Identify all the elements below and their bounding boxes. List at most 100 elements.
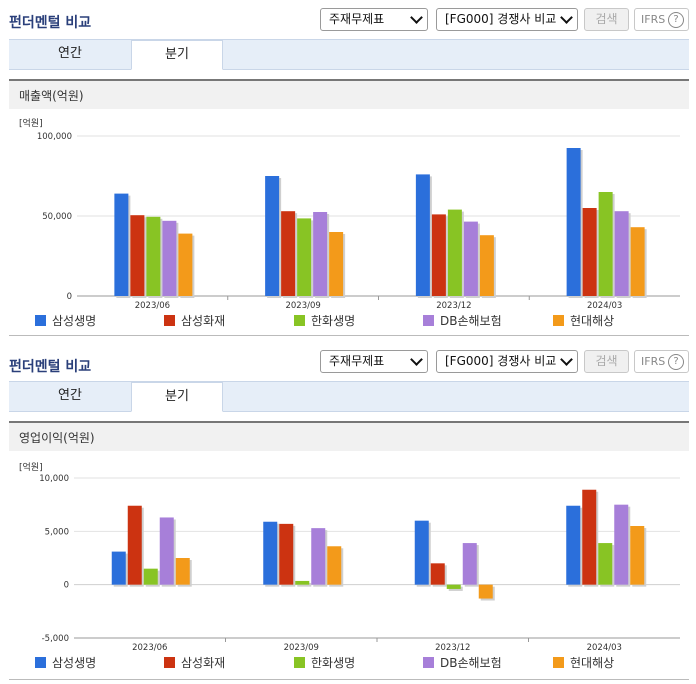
y-tick-label: -5,000 [42,634,69,644]
legend-label: DB손해보험 [440,656,502,670]
legend-item[interactable]: 삼성화재 [164,312,225,329]
tab-quarterly[interactable]: 분기 [131,40,223,70]
legend-swatch [294,315,305,326]
chart-legend: 삼성생명 삼성화재 한화생명 DB손해보험 현대해상 [0,654,696,670]
bar [162,220,177,296]
help-icon[interactable]: ? [668,354,684,370]
bar [414,520,429,585]
bar [430,563,445,585]
legend-item[interactable]: DB손해보험 [423,312,502,329]
legend-item[interactable]: 한화생명 [294,312,355,329]
bar [178,233,193,296]
legend-item[interactable]: 삼성화재 [164,654,225,671]
legend-swatch [35,657,46,668]
period-tabs: 연간 분기 [9,381,689,412]
legend-label: 현대해상 [570,656,615,670]
statement-type-value: 주재무제표 [329,354,385,368]
section-header: 영업이익(억원) [9,421,689,451]
legend-item[interactable]: 현대해상 [553,654,614,671]
statement-type-select[interactable]: 주재무제표 [320,8,428,31]
y-tick-label: 50,000 [42,212,72,222]
x-tick-label: 2023/09 [284,643,319,653]
bar [265,176,280,296]
tab-annual[interactable]: 연간 [58,388,82,403]
ifrs-button[interactable]: IFRS? [634,8,689,31]
bar [479,235,494,296]
section-title: 영업이익(억원) [19,431,95,445]
x-tick-label: 2024/03 [587,643,622,653]
legend-swatch [35,315,46,326]
ifrs-button[interactable]: IFRS? [634,350,689,373]
bar [329,232,344,296]
unit-label: [억원] [19,461,43,473]
y-tick-label: 10,000 [39,474,69,484]
legend-item[interactable]: 삼성생명 [35,312,96,329]
legend-swatch [553,315,564,326]
chevron-down-icon [410,353,423,366]
x-tick-label: 2023/06 [135,301,170,310]
bar [598,192,613,296]
bar [327,546,342,585]
bar [114,193,129,296]
bar [446,584,461,589]
bar [566,148,581,296]
peer-group-value: [FG000] 경쟁사 비교 [445,354,557,368]
chevron-down-icon [560,353,573,366]
bar [281,211,296,296]
chevron-down-icon [560,11,573,24]
legend-item[interactable]: 현대해상 [553,312,614,329]
divider [9,335,689,336]
tab-annual[interactable]: 연간 [58,46,82,61]
legend-label: 한화생명 [311,314,356,328]
tab-quarterly[interactable]: 분기 [131,382,223,412]
legend-item[interactable]: DB손해보험 [423,654,502,671]
legend-label: 삼성생명 [52,314,97,328]
bar [311,528,326,585]
legend-swatch [164,315,175,326]
peer-group-select[interactable]: [FG000] 경쟁사 비교 [436,350,578,373]
bar [566,505,581,585]
bar [143,568,158,585]
peer-group-select[interactable]: [FG000] 경쟁사 비교 [436,8,578,31]
period-tabs: 연간 분기 [9,39,689,70]
y-tick-label: 5,000 [45,527,69,537]
chart-legend: 삼성생명 삼성화재 한화생명 DB손해보험 현대해상 [0,312,696,328]
bar [478,584,493,599]
bar [598,543,613,585]
statement-type-value: 주재무제표 [329,12,385,26]
x-tick-label: 2023/06 [132,643,167,653]
search-button[interactable]: 검색 [584,350,629,373]
ifrs-label: IFRS [641,355,666,368]
bar [463,221,478,296]
legend-item[interactable]: 한화생명 [294,654,355,671]
legend-item[interactable]: 삼성생명 [35,654,96,671]
bar [630,526,645,585]
bar [159,517,174,585]
legend-label: DB손해보험 [440,314,502,328]
legend-swatch [164,657,175,668]
panel-revenue: 펀더멘털 비교 주재무제표 [FG000] 경쟁사 비교 검색 IFRS? 연간… [0,0,696,340]
x-tick-label: 2023/09 [285,301,320,310]
chevron-down-icon [410,11,423,24]
search-button[interactable]: 검색 [584,8,629,31]
bar [582,208,597,296]
x-tick-label: 2024/03 [587,301,622,310]
statement-type-select[interactable]: 주재무제표 [320,350,428,373]
legend-label: 한화생명 [311,656,356,670]
legend-swatch [423,657,434,668]
bar [462,543,477,585]
divider [9,679,689,680]
help-icon[interactable]: ? [668,12,684,28]
y-tick-label: 0 [64,581,69,591]
bar [630,227,645,296]
bar [297,218,312,296]
peer-group-value: [FG000] 경쟁사 비교 [445,12,557,26]
bar [146,216,161,296]
section-header: 매출액(억원) [9,79,689,109]
panel-operating-income: 펀더멘털 비교 주재무제표 [FG000] 경쟁사 비교 검색 IFRS? 연간… [0,342,696,684]
bar [127,505,142,585]
bar [130,215,145,296]
ifrs-label: IFRS [641,13,666,26]
y-tick-label: 0 [67,292,72,302]
bar [263,521,278,585]
